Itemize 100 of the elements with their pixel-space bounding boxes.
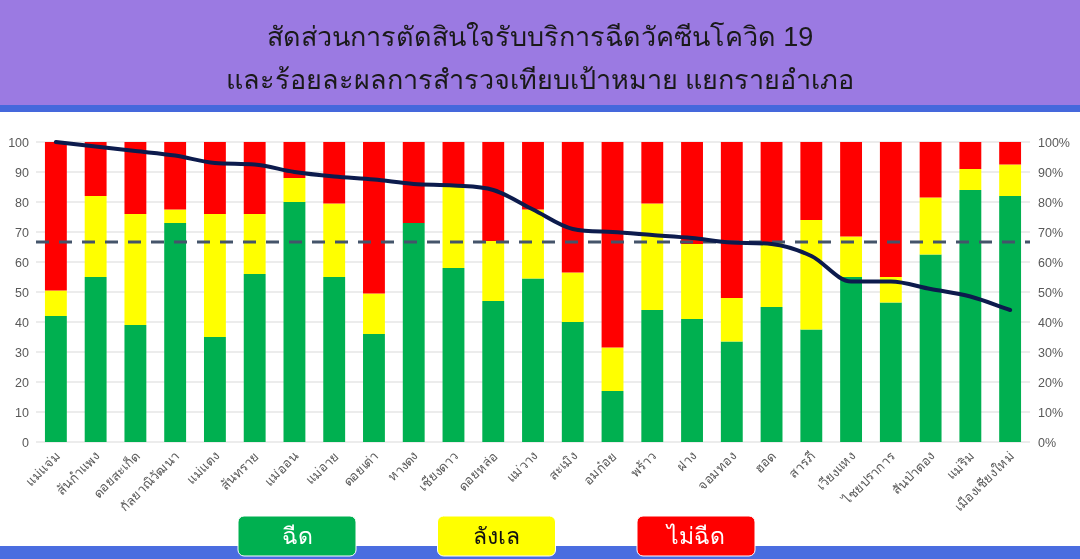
bar [84,142,107,196]
bar [243,274,266,442]
bar [442,268,465,442]
bar [681,319,703,442]
bar [482,301,505,442]
bar [800,329,823,442]
bar [164,209,187,223]
bar [124,214,147,325]
bar [919,197,942,255]
bar [601,347,624,391]
bar [641,203,664,310]
bar [363,334,385,442]
y-tick-label: 60 [15,255,30,270]
text: ไม่ฉีด [665,523,725,549]
bar [522,278,544,442]
y-tick-label: 80 [15,195,30,210]
bar [283,178,306,202]
bar [561,272,584,322]
bar [879,142,902,277]
y2-tick-label: 0% [1038,435,1057,450]
bar [323,203,346,277]
y-tick-label: 100 [8,135,30,150]
y2-tick-label: 80% [1038,195,1064,210]
bar [243,142,266,214]
bar [124,142,147,214]
y-tick-label: 70 [15,225,30,240]
bar [840,236,863,277]
bar [203,214,226,337]
bar [323,142,346,204]
bar [84,277,107,442]
bar [84,196,107,277]
bar [164,142,187,210]
bar [561,322,584,442]
bar [283,202,306,442]
bar [44,290,67,316]
y-tick-label: 50 [15,285,30,300]
bar [959,169,982,190]
bar [800,142,823,220]
y2-tick-label: 30% [1038,345,1064,360]
text: ฉีด [281,523,313,549]
bar [243,214,266,274]
bar [402,223,425,442]
y-tick-label: 40 [15,315,30,330]
bar [681,244,703,319]
x-tick-label: ฝาง [673,448,700,474]
y2-tick-label: 70% [1038,225,1064,240]
bar [681,142,703,244]
bar [601,142,624,348]
y2-tick-label: 40% [1038,315,1064,330]
bar [323,277,346,442]
bar [720,142,743,298]
y2-tick-label: 50% [1038,285,1064,300]
bar [363,142,385,294]
bar [760,142,783,243]
bar [919,254,942,442]
line-series [53,140,1013,312]
bar [203,337,226,442]
y2-tick-label: 20% [1038,375,1064,390]
bar [959,190,982,442]
bar [124,325,147,442]
y2-tick-label: 60% [1038,255,1064,270]
bar [720,298,743,342]
bar [44,316,67,442]
bar [760,242,783,307]
bar [522,142,544,210]
y-tick-label: 30 [15,345,30,360]
bar [601,391,624,442]
bar [999,164,1022,196]
bar [522,209,544,279]
y2-tick-label: 100% [1038,135,1070,150]
bar [959,142,982,169]
bar [919,142,942,198]
bar [840,277,863,442]
x-tick-label: ฮอด [751,448,779,477]
bar [760,307,783,442]
y-tick-label: 90 [15,165,30,180]
bar [720,341,743,442]
y2-tick-label: 90% [1038,165,1064,180]
bar [561,142,584,273]
bar [203,142,226,214]
bar [482,241,505,301]
bar [641,142,664,204]
y-tick-label: 10 [15,405,30,420]
bar [800,220,823,330]
y2-tick-label: 10% [1038,405,1064,420]
bar [442,184,465,268]
bar [999,142,1022,165]
bar [363,293,385,334]
bar [840,142,863,237]
bar [641,310,664,442]
bar [44,142,67,291]
bar [442,142,465,184]
bar [999,196,1022,442]
y-tick-label: 0 [22,435,30,450]
bar [879,302,902,442]
chart-title: สัดส่วนการตัดสินใจรับบริการฉีดวัคซีนโควิด 19 และร้อยละผลการสำรวจเทียบเป้าหมาย แยกรายอำเภอ [225,21,855,95]
bar [482,142,505,241]
text: ลังเล [473,523,520,549]
bar [402,142,425,223]
bar [164,223,187,442]
